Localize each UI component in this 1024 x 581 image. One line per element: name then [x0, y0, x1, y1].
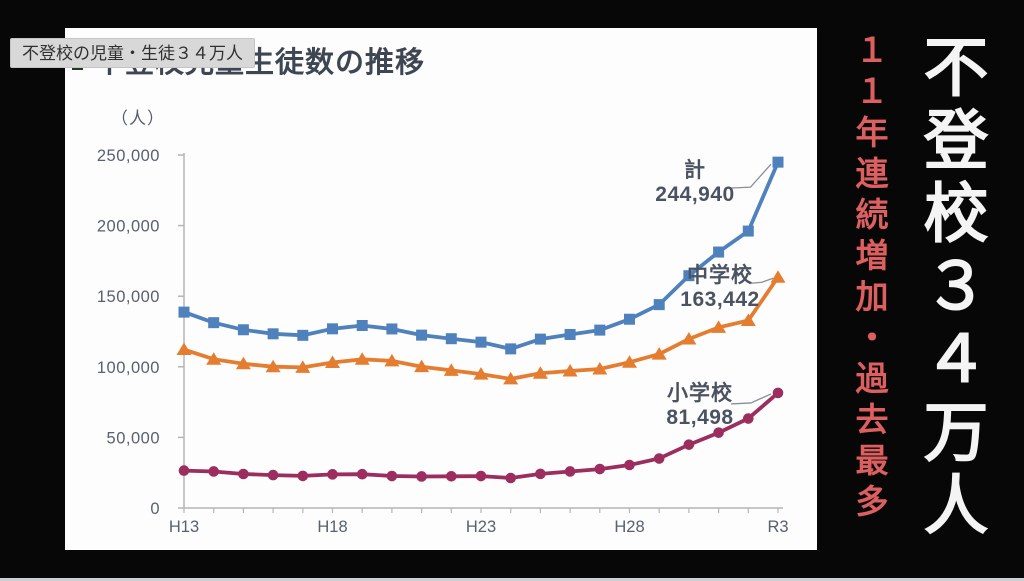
annotation-elementary: 小学校 81,498: [640, 381, 760, 430]
annotation-total-value: 244,940: [655, 183, 735, 206]
annotation-elementary-label: 小学校: [667, 382, 733, 405]
svg-text:H23: H23: [466, 518, 496, 536]
annotation-junior-high: 中学校 163,442: [660, 263, 780, 312]
annotation-total-label: 計: [684, 159, 706, 182]
svg-text:250,000: 250,000: [97, 147, 160, 165]
annotation-junior-high-label: 中学校: [687, 264, 753, 287]
svg-text:200,000: 200,000: [97, 218, 160, 236]
svg-text:150,000: 150,000: [97, 288, 160, 306]
caption-overlay: 不登校の児童・生徒３４万人: [10, 38, 255, 68]
svg-text:R3: R3: [767, 518, 788, 536]
svg-text:H28: H28: [614, 518, 644, 536]
svg-text:50,000: 50,000: [107, 429, 160, 447]
chart-card: 不登校児童生徒数の推移 （人） 0 50,000 100,000 150,000 200…: [65, 28, 817, 550]
svg-text:0: 0: [150, 500, 160, 518]
y-axis-unit-label: （人）: [111, 109, 165, 128]
svg-text:H13: H13: [169, 518, 199, 536]
line-chart: 0 50,000 100,000 150,000 200,000 250,000 H13 H1…: [97, 147, 789, 536]
svg-text:100,000: 100,000: [97, 359, 160, 377]
svg-text:H18: H18: [317, 518, 347, 536]
side-title-vertical: 不登校３４万人: [914, 33, 987, 544]
annotation-elementary-value: 81,498: [666, 406, 734, 429]
annotation-junior-high-value: 163,442: [680, 288, 760, 311]
annotation-total: 計 244,940: [635, 158, 755, 207]
side-subtitle-vertical: １１年連続増加・過去最多: [851, 33, 888, 525]
bottom-strip: [0, 578, 1024, 581]
